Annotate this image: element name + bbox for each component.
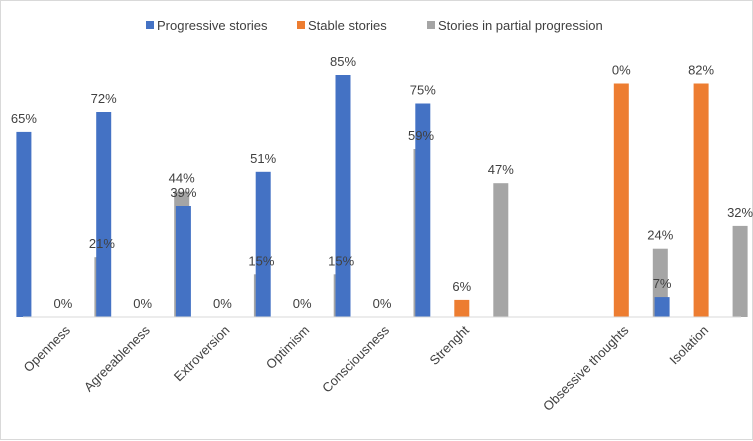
bar-stories-in-partial-progression-isolation [732,225,748,317]
value-label-stories-in-partial-progression-obsessive-thoughts: 24% [647,228,673,243]
value-label-progressive-stories-isolation: 7% [653,276,672,291]
legend-label-stable-stories: Stable stories [308,18,387,33]
bar-progressive-stories-openness [16,131,32,317]
category-label-optimism: Optimism [263,323,312,372]
bar-stories-in-partial-progression-strenght [493,183,509,317]
value-label-stable-stories-openness: 0% [54,296,73,311]
value-label-stories-in-partial-progression-strenght: 47% [488,162,514,177]
legend-swatch-progressive-stories [146,21,154,29]
legend-label-progressive-stories: Progressive stories [157,18,268,33]
bars [16,75,748,317]
value-label-stable-stories-obsessive-thoughts: 0% [612,63,631,78]
value-labels: 65% 0% 21% 72% 0% 44%39% 0% 15% 51% 0% 15% 85% 0% 59%… [11,54,753,311]
bar-progressive-stories-optimism [255,171,271,317]
bar-progressive-stories-agreeableness [96,112,112,317]
value-label-progressive-stories-openness: 65% [11,111,37,126]
value-label-stable-stories-strenght: 6% [452,279,471,294]
value-label-stories-in-partial-progression-extroversion: 15% [248,253,274,268]
legend-swatch-stable-stories [297,21,305,29]
value-label-stories-in-partial-progression-optimism: 15% [328,253,354,268]
value-label-stable-stories-agreeableness: 0% [133,296,152,311]
value-label-progressive-stories-consciousness: 85% [330,54,356,69]
category-label-strenght: Strenght [427,322,473,368]
category-labels: Openness Agreeableness Extroversion Optimis… [21,322,712,414]
category-label-openness: Openness [21,322,74,375]
bar-stable-stories-obsessive-thoughts [613,83,629,317]
value-label-stories-in-partial-progression-isolation: 32% [727,205,753,220]
category-label-agreeableness: Agreeableness [81,322,153,394]
bar-progressive-stories-strenght [415,103,431,317]
category-label-obsessive-thoughts: Obsessive thoughts [540,322,632,414]
value-label-progressive-stories-optimism: 51% [250,151,276,166]
value-label-progressive-stories-strenght: 75% [410,83,436,98]
bar-progressive-stories-isolation [654,297,670,317]
value-label-stories-in-partial-progression-consciousness: 59% [408,128,434,143]
legend-label-stories-in-partial-progression: Stories in partial progression [438,18,603,33]
value-label-progressive-stories-agreeableness: 72% [91,91,117,106]
value-label-stable-stories-isolation: 82% [688,63,714,78]
value-label-stories-in-partial-progression-openness: 21% [89,236,115,251]
category-label-isolation: Isolation [666,323,711,368]
category-label-consciousness: Consciousness [319,322,392,395]
value-label-stable-stories-extroversion: 0% [213,296,232,311]
bar-progressive-stories-consciousness [335,75,351,317]
legend-swatch-stories-in-partial-progression [427,21,435,29]
bar-stable-stories-isolation [693,83,709,317]
bar-progressive-stories-extroversion [175,206,191,317]
value-label-stories-in-partial-progression-agreeableness: 44% [169,171,195,186]
value-label-progressive-stories-extroversion: 39% [170,185,196,200]
category-label-extroversion: Extroversion [171,323,233,385]
value-label-stable-stories-optimism: 0% [293,296,312,311]
value-label-stable-stories-consciousness: 0% [373,296,392,311]
legend: Progressive stories Stable stories Stories… [146,18,603,33]
bar-stable-stories-strenght [454,299,470,317]
